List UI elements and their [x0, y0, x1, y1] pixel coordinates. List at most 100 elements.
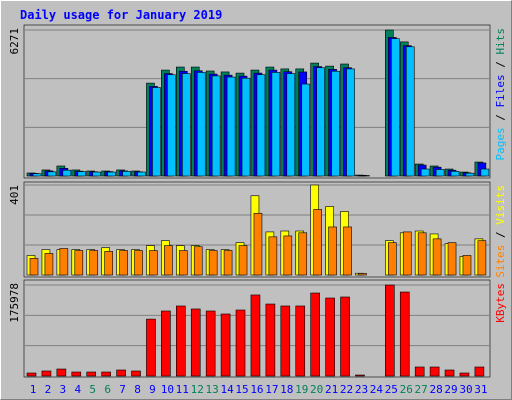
legend-entry: KBytes — [494, 283, 507, 323]
chart-title: Daily usage for January 2019 — [20, 8, 222, 22]
bar — [450, 171, 460, 177]
legend: Sites / Visits — [494, 185, 507, 278]
bar — [477, 240, 487, 276]
bar — [182, 73, 191, 177]
x-tick-label: 28 — [429, 383, 442, 396]
bar — [146, 318, 156, 377]
bar — [77, 171, 87, 177]
bar — [62, 169, 72, 177]
bar — [301, 83, 311, 177]
x-tick-label: 10 — [161, 383, 174, 396]
bar — [74, 250, 84, 276]
bar — [29, 258, 39, 276]
bar — [265, 303, 276, 377]
legend-entry: Pages — [494, 127, 507, 160]
bar — [388, 242, 397, 276]
legend-separator: / — [494, 225, 507, 245]
bar — [286, 73, 296, 177]
bar — [447, 242, 457, 276]
bar — [59, 248, 69, 276]
x-tick-label: 29 — [444, 383, 457, 396]
bar — [340, 296, 350, 377]
x-tick-label: 1 — [30, 383, 37, 396]
bar — [316, 67, 325, 177]
bar — [134, 250, 143, 276]
bar — [196, 72, 206, 177]
bar — [122, 171, 131, 177]
bar — [405, 46, 415, 177]
bar — [137, 171, 146, 177]
bar — [71, 371, 82, 377]
bar — [47, 171, 57, 177]
bar — [161, 310, 171, 377]
bar — [462, 255, 472, 276]
bar — [474, 366, 485, 377]
bar — [89, 250, 99, 276]
x-tick-label: 6 — [104, 383, 111, 396]
x-tick-label: 9 — [149, 383, 156, 396]
bar — [131, 370, 141, 377]
bar — [44, 253, 54, 276]
x-tick-label: 8 — [134, 383, 141, 396]
x-tick-label: 22 — [340, 383, 353, 396]
bar — [56, 368, 67, 377]
x-tick-label: 5 — [89, 383, 96, 396]
x-tick-label: 26 — [400, 383, 413, 396]
bar — [152, 87, 161, 177]
bar — [238, 245, 248, 276]
x-tick-label: 17 — [265, 383, 278, 396]
bar — [211, 75, 221, 177]
bar — [116, 369, 126, 377]
x-tick-label: 25 — [385, 383, 398, 396]
x-tick-label: 12 — [191, 383, 204, 396]
y-tick-label: 6271 — [8, 28, 21, 55]
y-tick-label: 175978 — [8, 283, 21, 323]
legend-entry: Visits — [494, 185, 507, 225]
bar — [176, 305, 186, 377]
bar — [420, 168, 430, 177]
x-tick-label: 31 — [474, 383, 487, 396]
bar — [250, 294, 261, 377]
bar — [86, 371, 97, 377]
bar — [223, 250, 233, 276]
bar — [92, 171, 102, 177]
bar — [226, 76, 236, 177]
bar — [298, 232, 308, 276]
x-tick-label: 4 — [74, 383, 81, 396]
bar — [32, 173, 42, 177]
bar — [268, 236, 278, 276]
bar — [41, 370, 52, 377]
bar — [208, 250, 218, 276]
bar — [280, 305, 291, 377]
bar — [429, 366, 440, 377]
x-tick-label: 21 — [325, 383, 338, 396]
bar — [241, 77, 251, 177]
bar — [256, 74, 266, 177]
bar — [253, 212, 263, 276]
x-tick-label: 16 — [250, 383, 263, 396]
x-tick-label: 3 — [60, 383, 67, 396]
bar — [358, 273, 367, 276]
bar — [164, 245, 173, 276]
x-tick-label: 2 — [45, 383, 52, 396]
x-tick-label: 30 — [459, 383, 472, 396]
x-tick-label: 11 — [176, 383, 189, 396]
x-tick-label: 15 — [235, 383, 248, 396]
bar — [417, 232, 427, 276]
bar — [101, 371, 111, 377]
bar — [399, 291, 410, 377]
legend: Pages / Files / Hits — [494, 28, 507, 161]
bar — [343, 226, 352, 276]
bar — [167, 74, 176, 177]
bar — [328, 226, 337, 276]
bar — [310, 292, 320, 377]
bar — [104, 251, 113, 276]
bar — [331, 70, 340, 177]
bar — [179, 250, 188, 276]
bar — [444, 369, 455, 377]
bar — [346, 68, 355, 177]
bar — [26, 372, 37, 377]
y-tick-label: 401 — [8, 185, 21, 205]
bar — [205, 310, 216, 377]
bar — [149, 250, 158, 276]
